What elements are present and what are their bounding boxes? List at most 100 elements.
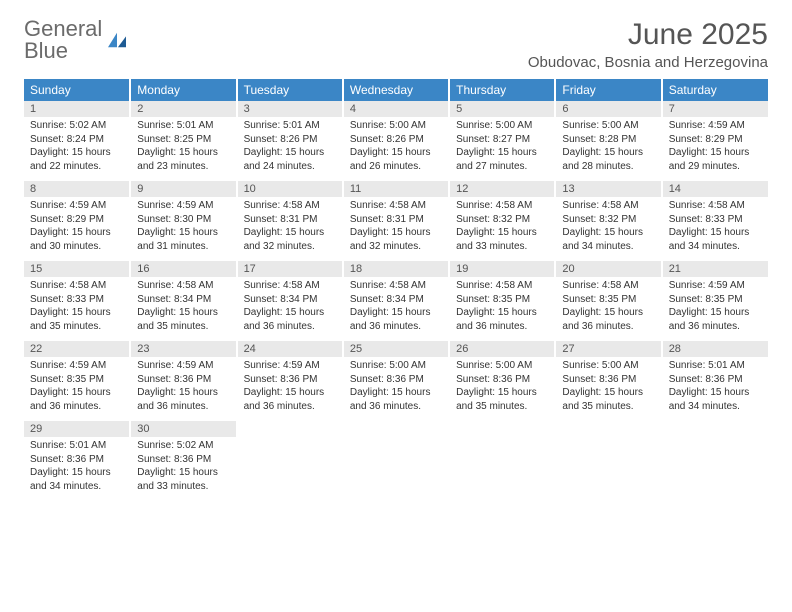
day-number: 23 — [131, 341, 235, 357]
day-details: Sunrise: 5:02 AMSunset: 8:36 PMDaylight:… — [131, 437, 235, 499]
day-details: Sunrise: 4:59 AMSunset: 8:36 PMDaylight:… — [131, 357, 235, 419]
sunset-label: Sunset: — [456, 214, 490, 225]
sunrise-label: Sunrise: — [137, 360, 174, 371]
sunrise-label: Sunrise: — [137, 440, 174, 451]
daylight-label: Daylight: — [30, 387, 69, 398]
daylight-label: Daylight: — [137, 307, 176, 318]
sunset-value: 8:34 PM — [174, 294, 211, 305]
day-number: 6 — [556, 101, 660, 117]
daylight-label: Daylight: — [30, 467, 69, 478]
daylight-label: Daylight: — [456, 227, 495, 238]
day-cell: 26Sunrise: 5:00 AMSunset: 8:36 PMDayligh… — [449, 340, 555, 420]
day-details: Sunrise: 4:59 AMSunset: 8:29 PMDaylight:… — [24, 197, 129, 259]
day-cell: 12Sunrise: 4:58 AMSunset: 8:32 PMDayligh… — [449, 180, 555, 260]
sunset-value: 8:24 PM — [67, 134, 104, 145]
sunrise-label: Sunrise: — [350, 360, 387, 371]
sunrise-label: Sunrise: — [30, 280, 67, 291]
calendar-page: General Blue June 2025 Obudovac, Bosnia … — [0, 0, 792, 501]
daylight-label: Daylight: — [350, 307, 389, 318]
daylight-label: Daylight: — [137, 227, 176, 238]
sunset-value: 8:26 PM — [280, 134, 317, 145]
week-row: 1Sunrise: 5:02 AMSunset: 8:24 PMDaylight… — [24, 101, 768, 180]
sunset-label: Sunset: — [350, 214, 384, 225]
day-number: 20 — [556, 261, 660, 277]
daylight-label: Daylight: — [669, 147, 708, 158]
day-cell: 16Sunrise: 4:58 AMSunset: 8:34 PMDayligh… — [130, 260, 236, 340]
day-cell: 2Sunrise: 5:01 AMSunset: 8:25 PMDaylight… — [130, 101, 236, 180]
sunrise-label: Sunrise: — [137, 120, 174, 131]
sunset-label: Sunset: — [244, 374, 278, 385]
day-details: Sunrise: 4:59 AMSunset: 8:35 PMDaylight:… — [24, 357, 129, 419]
day-cell: 1Sunrise: 5:02 AMSunset: 8:24 PMDaylight… — [24, 101, 130, 180]
day-number: 8 — [24, 181, 129, 197]
logo-sail-icon — [106, 31, 128, 49]
daylight-label: Daylight: — [137, 387, 176, 398]
day-cell: 23Sunrise: 4:59 AMSunset: 8:36 PMDayligh… — [130, 340, 236, 420]
sunset-label: Sunset: — [350, 134, 384, 145]
sunrise-value: 4:59 AM — [177, 360, 214, 371]
day-details: Sunrise: 5:00 AMSunset: 8:26 PMDaylight:… — [344, 117, 448, 179]
week-row: 22Sunrise: 4:59 AMSunset: 8:35 PMDayligh… — [24, 340, 768, 420]
sunrise-label: Sunrise: — [456, 360, 493, 371]
day-details: Sunrise: 4:58 AMSunset: 8:34 PMDaylight:… — [344, 277, 448, 339]
sunrise-label: Sunrise: — [30, 200, 67, 211]
day-cell: 30Sunrise: 5:02 AMSunset: 8:36 PMDayligh… — [130, 420, 236, 500]
day-number: 13 — [556, 181, 660, 197]
day-details: Sunrise: 4:58 AMSunset: 8:32 PMDaylight:… — [556, 197, 660, 259]
day-number: 5 — [450, 101, 554, 117]
sunrise-label: Sunrise: — [669, 360, 706, 371]
calendar-head: SundayMondayTuesdayWednesdayThursdayFrid… — [24, 79, 768, 101]
title-block: June 2025 Obudovac, Bosnia and Herzegovi… — [528, 18, 768, 71]
day-details: Sunrise: 5:00 AMSunset: 8:36 PMDaylight:… — [556, 357, 660, 419]
day-number: 24 — [238, 341, 342, 357]
week-row: 8Sunrise: 4:59 AMSunset: 8:29 PMDaylight… — [24, 180, 768, 260]
sunrise-label: Sunrise: — [669, 120, 706, 131]
sunrise-label: Sunrise: — [350, 120, 387, 131]
day-details: Sunrise: 5:01 AMSunset: 8:36 PMDaylight:… — [24, 437, 129, 499]
sunrise-label: Sunrise: — [137, 280, 174, 291]
day-cell: .. — [555, 420, 661, 500]
daylight-label: Daylight: — [244, 147, 283, 158]
sunset-value: 8:28 PM — [599, 134, 636, 145]
daylight-label: Daylight: — [350, 227, 389, 238]
day-number: 22 — [24, 341, 129, 357]
daylight-label: Daylight: — [562, 307, 601, 318]
sunset-value: 8:35 PM — [493, 294, 530, 305]
day-header-row: SundayMondayTuesdayWednesdayThursdayFrid… — [24, 79, 768, 101]
sunrise-value: 5:00 AM — [602, 120, 639, 131]
sunset-label: Sunset: — [137, 294, 171, 305]
day-details: Sunrise: 5:01 AMSunset: 8:25 PMDaylight:… — [131, 117, 235, 179]
header: General Blue June 2025 Obudovac, Bosnia … — [24, 18, 768, 71]
day-cell: 4Sunrise: 5:00 AMSunset: 8:26 PMDaylight… — [343, 101, 449, 180]
sunset-label: Sunset: — [669, 214, 703, 225]
day-cell: 20Sunrise: 4:58 AMSunset: 8:35 PMDayligh… — [555, 260, 661, 340]
day-header: Monday — [130, 79, 236, 101]
daylight-label: Daylight: — [669, 227, 708, 238]
logo-line1: General — [24, 18, 102, 40]
sunrise-value: 4:58 AM — [602, 280, 639, 291]
month-title: June 2025 — [528, 18, 768, 52]
sunset-label: Sunset: — [669, 374, 703, 385]
sunset-value: 8:36 PM — [599, 374, 636, 385]
sunrise-value: 5:01 AM — [283, 120, 320, 131]
sunset-value: 8:29 PM — [705, 134, 742, 145]
sunrise-value: 5:02 AM — [69, 120, 106, 131]
sunset-label: Sunset: — [669, 294, 703, 305]
sunrise-value: 5:01 AM — [177, 120, 214, 131]
daylight-label: Daylight: — [562, 387, 601, 398]
day-number: 3 — [238, 101, 342, 117]
day-details: Sunrise: 5:01 AMSunset: 8:26 PMDaylight:… — [238, 117, 342, 179]
sunrise-value: 4:58 AM — [708, 200, 745, 211]
daylight-label: Daylight: — [30, 147, 69, 158]
sunrise-label: Sunrise: — [562, 280, 599, 291]
sunrise-label: Sunrise: — [456, 200, 493, 211]
sunset-value: 8:36 PM — [387, 374, 424, 385]
day-details: Sunrise: 5:00 AMSunset: 8:28 PMDaylight:… — [556, 117, 660, 179]
daylight-label: Daylight: — [350, 387, 389, 398]
week-row: 15Sunrise: 4:58 AMSunset: 8:33 PMDayligh… — [24, 260, 768, 340]
sunrise-label: Sunrise: — [30, 440, 67, 451]
sunset-value: 8:29 PM — [67, 214, 104, 225]
sunset-value: 8:30 PM — [174, 214, 211, 225]
sunset-label: Sunset: — [30, 134, 64, 145]
daylight-label: Daylight: — [244, 307, 283, 318]
